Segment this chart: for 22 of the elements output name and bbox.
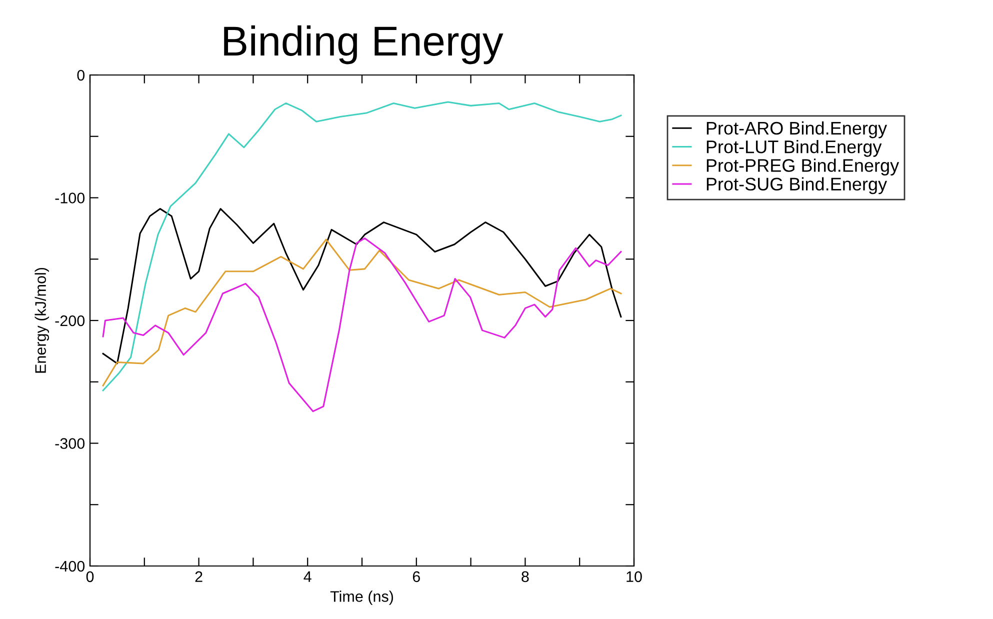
x-tick-label: 2 <box>195 571 202 582</box>
legend-label: Prot-ARO Bind.Energy <box>706 121 888 138</box>
line-series <box>102 237 622 412</box>
x-tick-label: 10 <box>626 571 642 582</box>
y-tick-label: -200 <box>55 315 85 326</box>
legend-label: Prot-LUT Bind.Energy <box>706 140 882 157</box>
legend-label: Prot-SUG Bind.Energy <box>706 177 888 194</box>
legend-label: Prot-PREG Bind.Energy <box>706 158 900 176</box>
chart-title: Binding Energy <box>224 25 504 64</box>
line-series <box>102 208 622 364</box>
y-tick-label: -400 <box>55 560 85 572</box>
x-tick-label: 6 <box>412 571 420 582</box>
y-tick-label: 0 <box>77 70 85 81</box>
x-tick-label: 4 <box>304 571 312 582</box>
x-axis-title: Time (ns) <box>330 590 394 605</box>
y-tick-label: -100 <box>55 192 85 204</box>
line-series <box>102 101 622 392</box>
line-series <box>102 238 622 386</box>
x-tick-label: 0 <box>86 571 94 582</box>
y-tick-label: -300 <box>55 438 85 449</box>
x-tick-label: 8 <box>522 571 529 582</box>
y-axis-title: Energy (kJ/mol) <box>34 268 50 373</box>
